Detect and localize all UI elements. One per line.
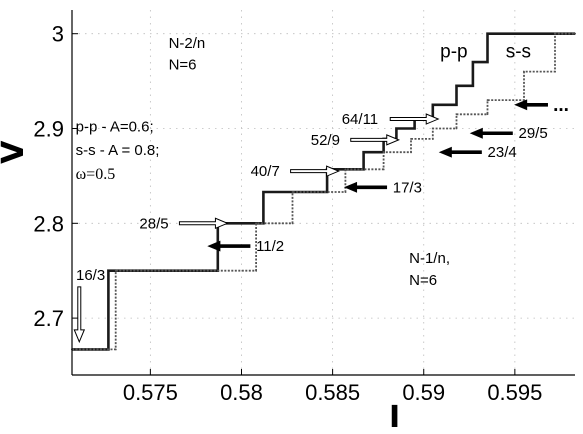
series-point-s-s [114, 269, 117, 272]
filled-arrow [207, 240, 251, 252]
annotation-text: N-1/n, [409, 250, 450, 267]
series-point-p-p [486, 32, 489, 35]
y-tick-label: 2.7 [33, 306, 64, 331]
annotation-layer: N-2/n N=6 p-p - A=0.6; s-s - A = 0.8; ω=0.5 N… [73, 35, 569, 344]
series-point-s-s [455, 127, 458, 130]
x-tick-label: 0.58 [220, 380, 263, 405]
series-point-s-s [410, 151, 412, 154]
rational-label: 11/2 [256, 238, 284, 255]
open-arrow-down [73, 286, 86, 344]
series-point-p-p [486, 61, 489, 64]
filled-arrow [343, 181, 388, 193]
series-point-s-s [382, 151, 385, 154]
series-point-s-s [291, 191, 294, 193]
y-tick-label: 2.9 [33, 117, 64, 142]
series-point-s-s [574, 32, 576, 35]
rational-label: 17/3 [393, 179, 422, 196]
x-tick-label: 0.595 [487, 380, 542, 405]
series-point-p-p [431, 103, 434, 106]
axes-layer: 0.575 0.58 0.585 0.59 0.595 2.7 2.8 2.9 3 I V [0, 10, 575, 434]
series-point-s-s [486, 113, 489, 116]
curve-label-s-s: s-s [506, 41, 531, 62]
series-point-s-s [486, 99, 489, 101]
rational-label: 40/7 [251, 163, 280, 180]
annotation-text: p-p - A=0.6; [76, 118, 154, 135]
filled-arrow [438, 146, 482, 158]
series-point-p-p [326, 191, 329, 193]
series-point-p-p [472, 61, 474, 64]
y-tick-label: 2.8 [33, 211, 64, 236]
series-point-p-p [262, 222, 265, 225]
rational-label: 28/5 [139, 215, 168, 232]
filled-arrow [514, 99, 548, 111]
open-arrow [389, 113, 440, 125]
series-point-p-p [455, 84, 458, 87]
rational-label: 64/11 [342, 111, 378, 128]
annotation-text: N-2/n [169, 35, 206, 52]
x-tick-label: 0.575 [123, 380, 178, 405]
series-point-s-s [523, 70, 525, 73]
series-point-s-s [455, 113, 458, 116]
rational-label: 16/3 [76, 267, 105, 284]
series-point-p-p [455, 103, 458, 106]
rational-label: 52/9 [311, 132, 340, 149]
series-point-s-s [431, 138, 434, 140]
series-point-p-p [107, 269, 110, 272]
y-axis-label: V [0, 140, 31, 164]
series-point-s-s [255, 269, 257, 272]
series-line-p-p [72, 32, 575, 351]
curve-layer [71, 32, 576, 351]
annotation-text: s-s - A = 0.8; [76, 142, 160, 159]
ellipsis-label: ... [553, 95, 569, 116]
series-point-s-s [114, 348, 117, 351]
y-tick-label: 3 [52, 22, 64, 47]
open-arrow [290, 165, 340, 177]
rational-label: 29/5 [519, 125, 548, 142]
series-point-p-p [362, 151, 365, 154]
series-point-s-s [554, 32, 556, 35]
series-point-s-s [255, 222, 257, 225]
series-point-s-s [431, 127, 434, 130]
series-point-s-s [554, 70, 556, 73]
x-tick-label: 0.59 [402, 380, 445, 405]
series-point-p-p [262, 191, 265, 193]
series-point-s-s [410, 138, 412, 140]
series-point-p-p [362, 168, 365, 171]
x-axis-label: I [389, 400, 400, 434]
series-line-s-s [72, 32, 575, 351]
open-arrow [350, 134, 401, 146]
series-point-s-s [344, 168, 347, 171]
series-point-s-s [382, 168, 385, 171]
annotation-text: ω=0.5 [76, 166, 116, 183]
filled-arrow [469, 127, 513, 139]
series-point-s-s [344, 191, 347, 193]
curve-label-p-p: p-p [440, 41, 467, 62]
series-point-p-p [395, 127, 398, 130]
annotation-text: N=6 [169, 57, 197, 74]
rational-label: 23/4 [488, 144, 517, 161]
annotation-text: N=6 [409, 272, 437, 289]
open-arrow [178, 217, 229, 230]
x-tick-label: 0.585 [305, 380, 360, 405]
series-point-p-p [472, 84, 474, 87]
series-point-s-s [291, 222, 294, 225]
series-point-p-p [413, 127, 416, 130]
